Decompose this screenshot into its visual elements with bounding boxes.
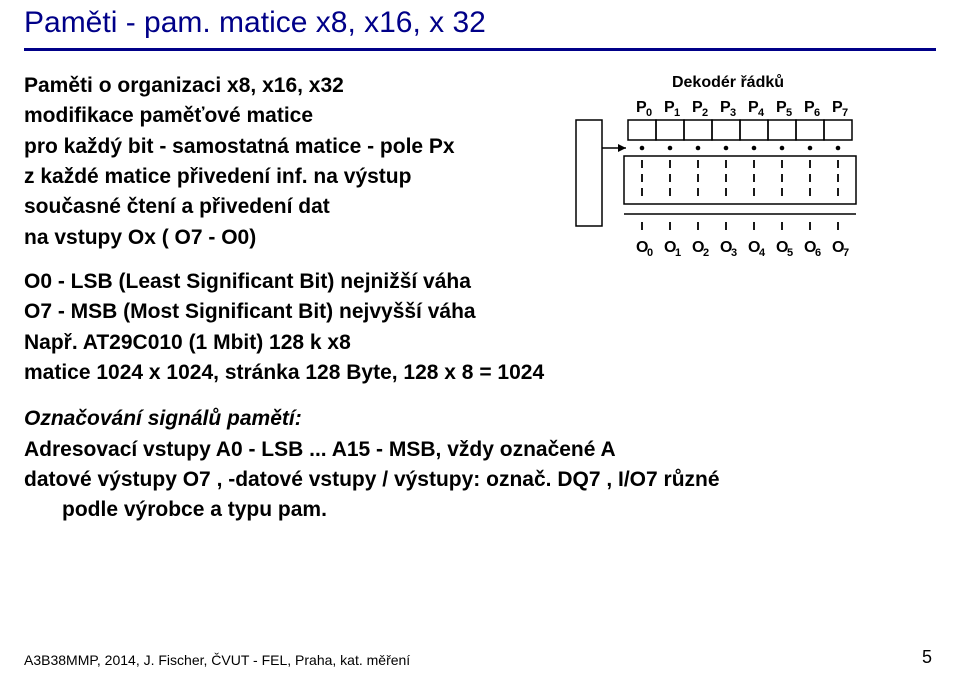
svg-text:7: 7 (843, 247, 849, 259)
decoder-label: Dekodér řádků (568, 74, 888, 92)
svg-text:2: 2 (702, 107, 708, 119)
svg-text:4: 4 (758, 107, 765, 119)
footer-text: A3B38MMP, 2014, J. Fischer, ČVUT - FEL, … (24, 652, 410, 668)
svg-text:2: 2 (703, 247, 709, 259)
page-number: 5 (922, 647, 932, 668)
svg-text:0: 0 (647, 247, 653, 259)
svg-text:4: 4 (759, 247, 766, 259)
p3-l2: datové výstupy O7 , -datové vstupy / výs… (24, 466, 936, 494)
title-underline (24, 48, 936, 51)
svg-text:6: 6 (815, 247, 821, 259)
page-title: Paměti - pam. matice x8, x16, x 32 (24, 6, 486, 40)
p3-title: Označování signálů pamětí: (24, 405, 936, 433)
svg-text:1: 1 (674, 107, 680, 119)
svg-text:0: 0 (646, 107, 652, 119)
svg-text:3: 3 (731, 247, 737, 259)
svg-text:5: 5 (787, 247, 793, 259)
diagram-svg: P0O0P1O1P2O2P3O3P4O4P5O5P6O6P7O7 (568, 92, 888, 332)
p3-l1: Adresovací vstupy A0 - LSB ... A15 - MSB… (24, 436, 936, 464)
svg-text:5: 5 (786, 107, 792, 119)
memory-matrix-diagram: Dekodér řádků P0O0P1O1P2O2P3O3P4O4P5O5P6… (568, 74, 888, 337)
svg-text:6: 6 (814, 107, 820, 119)
svg-text:1: 1 (675, 247, 681, 259)
svg-text:3: 3 (730, 107, 736, 119)
p2-l4: matice 1024 x 1024, stránka 128 Byte, 12… (24, 359, 936, 387)
svg-text:7: 7 (842, 107, 848, 119)
p3-l3: podle výrobce a typu pam. (24, 496, 936, 524)
